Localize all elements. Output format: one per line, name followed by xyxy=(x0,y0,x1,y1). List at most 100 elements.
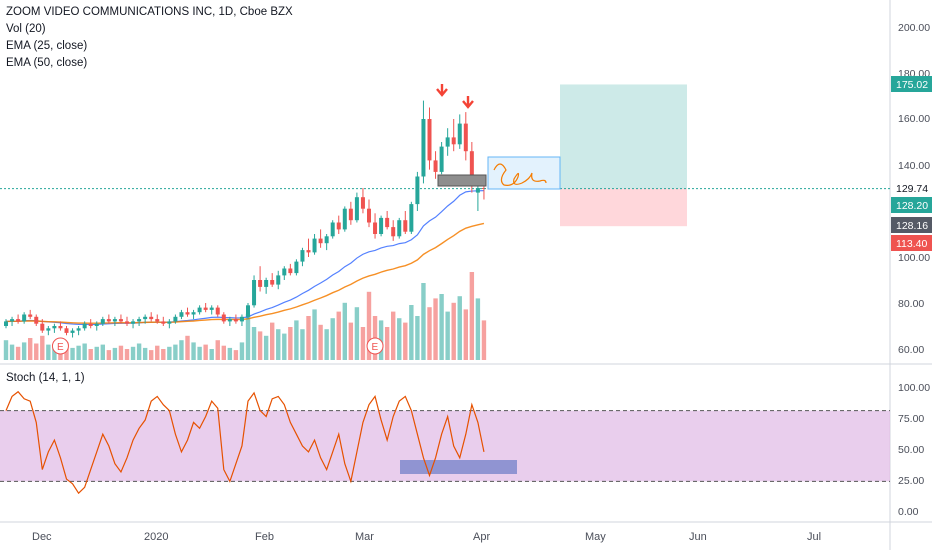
candle-body xyxy=(34,316,39,324)
candle-body xyxy=(131,321,136,324)
candle-body xyxy=(312,238,317,253)
volume-bar xyxy=(76,345,81,360)
volume-bar xyxy=(130,346,136,360)
candle-body xyxy=(288,268,293,274)
candle-body xyxy=(397,220,402,237)
volume-bar xyxy=(342,302,347,360)
candle-body xyxy=(379,217,384,234)
chart-legend: ZOOM VIDEO COMMUNICATIONS INC, 1D, Cboe … xyxy=(6,4,293,72)
volume-bar xyxy=(391,311,396,360)
candle-body xyxy=(367,208,371,223)
volume-bar xyxy=(34,343,39,360)
volume-bar xyxy=(100,344,105,360)
volume-bar xyxy=(384,327,390,360)
stoch-tick-label: 100.00 xyxy=(898,382,930,394)
time-tick-label: 2020 xyxy=(144,531,168,543)
candle-body xyxy=(415,176,420,205)
stoch-tick-label: 25.00 xyxy=(898,475,924,487)
earnings-marker-label: E xyxy=(372,342,379,353)
volume-bar xyxy=(239,342,245,360)
chart-title: ZOOM VIDEO COMMUNICATIONS INC, 1D, Cboe … xyxy=(6,6,293,18)
stoch-support-box[interactable] xyxy=(400,460,517,474)
volume-bar xyxy=(354,307,360,360)
candle-body xyxy=(330,222,335,237)
candle-body xyxy=(179,312,184,317)
price-tick-label: 140.00 xyxy=(898,160,930,172)
volume-bar xyxy=(9,344,15,360)
candle-body xyxy=(167,321,172,324)
volume-bar xyxy=(82,343,87,360)
candle-body xyxy=(481,188,486,189)
time-tick-label: Apr xyxy=(473,531,490,543)
volume-bar xyxy=(52,346,57,360)
candle-body xyxy=(276,275,281,285)
volume-bar xyxy=(70,347,75,360)
volume-bar xyxy=(124,349,130,360)
candle-body xyxy=(76,328,81,331)
volume-bar xyxy=(173,344,178,360)
candle-body xyxy=(264,280,269,287)
candle-body xyxy=(445,137,450,147)
volume-bar xyxy=(348,322,354,360)
candle-body xyxy=(439,146,444,172)
volume-bar xyxy=(270,322,275,360)
stoch-tick-label: 75.00 xyxy=(898,413,924,425)
volume-bar xyxy=(197,346,202,360)
time-tick-label: Feb xyxy=(255,531,274,543)
candle-body xyxy=(433,160,438,172)
highlight-box[interactable] xyxy=(487,156,561,190)
candle-body xyxy=(391,227,396,237)
volume-bar xyxy=(427,307,432,360)
candle-body xyxy=(125,321,129,324)
candle-body xyxy=(318,238,323,244)
price-badge-label: 128.16 xyxy=(896,220,928,232)
handwritten-scribble[interactable] xyxy=(493,163,547,186)
candle-body xyxy=(342,208,347,230)
volume-bar xyxy=(330,318,335,360)
volume-bar xyxy=(475,298,481,360)
price-tick-label: 100.00 xyxy=(898,252,930,264)
earnings-marker-icon[interactable] xyxy=(366,337,384,355)
volume-bar xyxy=(324,329,329,360)
volume-bar xyxy=(433,298,438,360)
candle-body xyxy=(421,119,426,177)
volume-bar xyxy=(415,316,420,360)
candle-body xyxy=(239,316,244,322)
price-tick-label: 160.00 xyxy=(898,113,930,125)
volume-bar xyxy=(336,311,341,360)
price-badge xyxy=(891,180,932,196)
target-zone[interactable] xyxy=(560,84,687,189)
candle-body xyxy=(100,319,105,324)
price-badge-label: 129.74 xyxy=(896,183,928,195)
candle-body xyxy=(185,312,190,315)
volume-bar xyxy=(21,342,27,360)
stoch-tick-label: 50.00 xyxy=(898,444,924,456)
price-badge-label: 113.40 xyxy=(896,238,927,250)
candle-body xyxy=(475,188,480,193)
volume-bar xyxy=(161,349,166,360)
stop-zone[interactable] xyxy=(560,188,687,227)
indicator-ema50[interactable]: EMA (50, close) xyxy=(6,57,88,69)
indicator-volume[interactable]: Vol (20) xyxy=(6,23,46,35)
candle-body xyxy=(88,323,93,326)
volume-bar xyxy=(46,344,51,360)
candle-body xyxy=(403,220,408,232)
candle-body xyxy=(373,222,378,234)
stoch-legend[interactable]: Stoch (14, 1, 1) xyxy=(6,372,85,384)
volume-bar xyxy=(409,305,414,360)
volume-bar xyxy=(300,329,305,360)
volume-bar xyxy=(203,344,208,360)
volume-bar xyxy=(191,342,196,360)
earnings-marker-icon[interactable] xyxy=(51,337,69,355)
price-badge xyxy=(891,76,932,92)
candle-body xyxy=(457,123,462,145)
indicator-ema25[interactable]: EMA (25, close) xyxy=(6,40,88,52)
volume-bar xyxy=(155,345,160,360)
resistance-box[interactable] xyxy=(437,174,487,187)
volume-bar xyxy=(227,347,233,360)
candle-body xyxy=(161,321,166,324)
candle-body xyxy=(270,280,275,285)
volume-bar xyxy=(209,349,214,360)
candle-body xyxy=(58,326,63,329)
